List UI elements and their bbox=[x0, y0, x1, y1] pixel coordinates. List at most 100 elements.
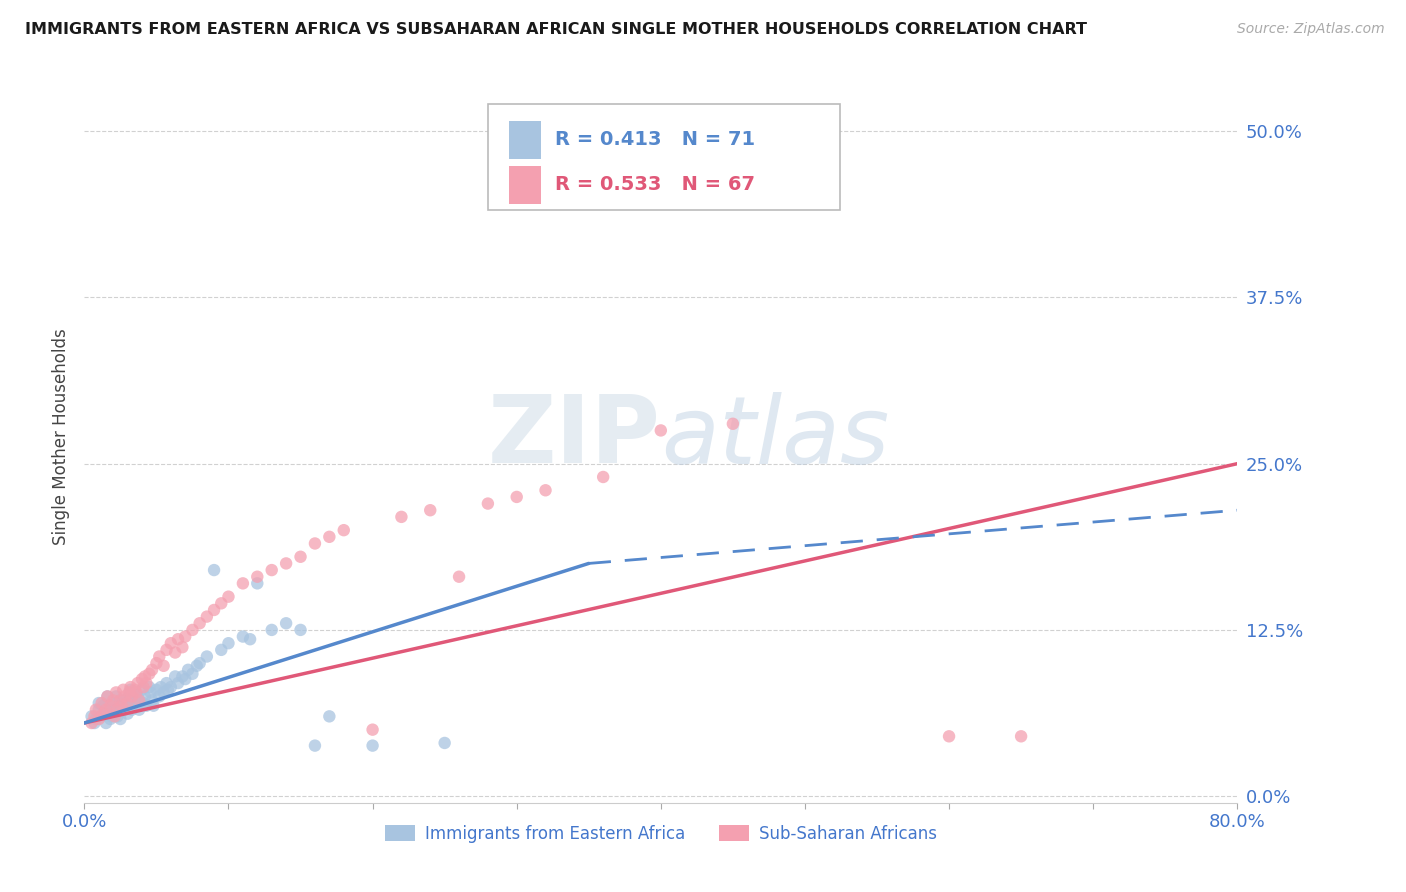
Point bbox=[145, 682, 167, 697]
Point bbox=[534, 483, 557, 498]
Point bbox=[127, 676, 149, 690]
Text: atlas: atlas bbox=[661, 392, 889, 483]
Point bbox=[167, 632, 190, 647]
Point bbox=[84, 712, 107, 726]
Point bbox=[121, 703, 143, 717]
Point bbox=[246, 576, 269, 591]
Point bbox=[107, 709, 129, 723]
Point bbox=[138, 666, 160, 681]
Point bbox=[195, 609, 218, 624]
Point bbox=[160, 680, 183, 694]
FancyBboxPatch shape bbox=[488, 104, 839, 211]
Point bbox=[152, 685, 174, 699]
Point bbox=[117, 696, 139, 710]
Point bbox=[181, 623, 204, 637]
Point bbox=[127, 690, 149, 704]
Point bbox=[105, 690, 128, 704]
Point bbox=[202, 563, 225, 577]
Point bbox=[84, 703, 107, 717]
Point bbox=[117, 698, 139, 713]
Point bbox=[132, 680, 155, 694]
Point bbox=[156, 682, 179, 697]
Point bbox=[290, 623, 312, 637]
Point bbox=[110, 693, 132, 707]
Point bbox=[124, 693, 146, 707]
Point bbox=[174, 672, 197, 686]
Text: Source: ZipAtlas.com: Source: ZipAtlas.com bbox=[1237, 22, 1385, 37]
Point bbox=[131, 682, 153, 697]
Point bbox=[506, 490, 529, 504]
Point bbox=[98, 703, 121, 717]
Point bbox=[103, 693, 124, 707]
Point bbox=[1010, 729, 1032, 743]
Point bbox=[141, 693, 163, 707]
Point bbox=[361, 723, 384, 737]
Point bbox=[260, 563, 283, 577]
Point bbox=[131, 672, 153, 686]
Bar bbox=[509, 120, 541, 159]
Point bbox=[155, 676, 177, 690]
Point bbox=[149, 680, 172, 694]
Point bbox=[114, 696, 136, 710]
Point bbox=[361, 739, 384, 753]
Point bbox=[105, 685, 128, 699]
Point bbox=[100, 709, 122, 723]
Bar bbox=[509, 166, 541, 204]
Point bbox=[87, 703, 110, 717]
Point bbox=[91, 706, 114, 721]
Point bbox=[239, 632, 262, 647]
Point bbox=[276, 616, 298, 631]
Point bbox=[98, 712, 121, 726]
Point bbox=[87, 712, 110, 726]
Point bbox=[118, 690, 141, 704]
Text: ZIP: ZIP bbox=[488, 391, 661, 483]
Point bbox=[125, 698, 148, 713]
Point bbox=[138, 680, 160, 694]
Point bbox=[83, 716, 105, 731]
Point bbox=[103, 696, 124, 710]
Point bbox=[177, 663, 200, 677]
Point bbox=[114, 690, 136, 704]
Point bbox=[167, 676, 190, 690]
Point bbox=[218, 590, 240, 604]
Point bbox=[94, 703, 117, 717]
Point bbox=[419, 503, 441, 517]
Point bbox=[141, 663, 163, 677]
Point bbox=[148, 690, 170, 704]
Point bbox=[290, 549, 312, 564]
Point bbox=[120, 680, 142, 694]
Point bbox=[94, 716, 117, 731]
Point bbox=[318, 530, 340, 544]
Point bbox=[304, 739, 326, 753]
Point bbox=[124, 682, 146, 697]
Point bbox=[304, 536, 326, 550]
Point bbox=[120, 682, 142, 697]
Point bbox=[477, 497, 499, 511]
Point bbox=[333, 523, 356, 537]
Point bbox=[104, 703, 127, 717]
Point bbox=[172, 640, 194, 655]
Point bbox=[107, 703, 129, 717]
Point bbox=[721, 417, 744, 431]
Point bbox=[195, 649, 218, 664]
Point bbox=[449, 570, 471, 584]
Point bbox=[80, 709, 103, 723]
Point bbox=[232, 576, 254, 591]
Point bbox=[104, 709, 127, 723]
Point bbox=[83, 709, 105, 723]
Point bbox=[114, 703, 136, 717]
Point bbox=[121, 690, 143, 704]
Point bbox=[94, 706, 117, 721]
Point bbox=[172, 669, 194, 683]
Point bbox=[110, 693, 132, 707]
Point bbox=[160, 636, 183, 650]
Point bbox=[246, 570, 269, 584]
Point bbox=[80, 716, 103, 731]
Point bbox=[165, 669, 187, 683]
Point bbox=[148, 649, 170, 664]
Point bbox=[174, 630, 197, 644]
Point bbox=[218, 636, 240, 650]
Point bbox=[181, 666, 204, 681]
Point bbox=[90, 709, 112, 723]
Point bbox=[135, 698, 157, 713]
